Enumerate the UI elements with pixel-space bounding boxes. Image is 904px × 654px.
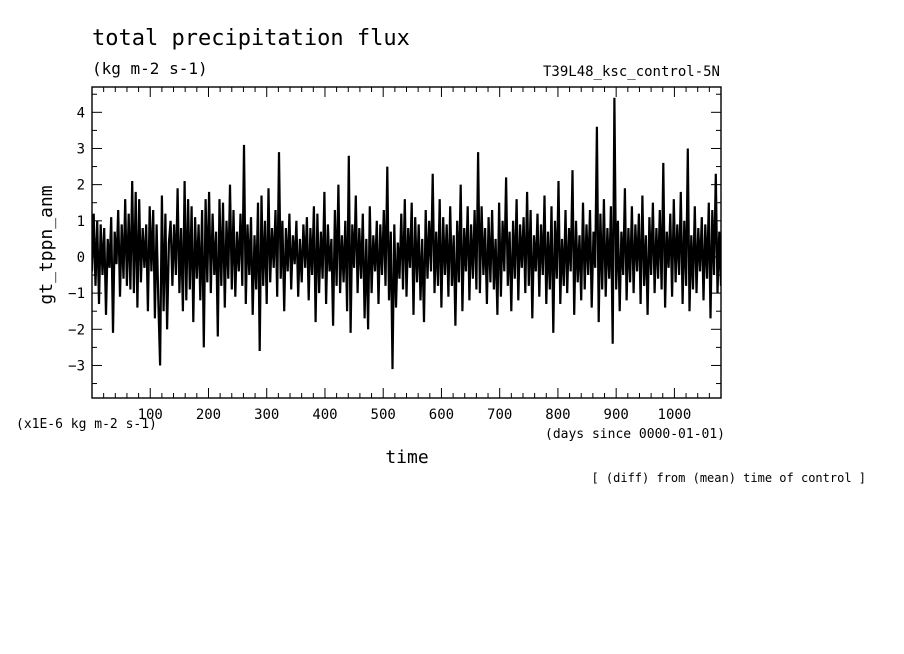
chart-title: total precipitation flux (92, 26, 410, 51)
x-tick-label: 100 (138, 407, 163, 423)
plot-area: 100 200 300 400 500 600 700 800 900 1000 −3 −2 −1 0 1… (68, 86, 722, 423)
experiment-label: T39L48_ksc_control-5N (543, 64, 720, 80)
chart-units: (kg m-2 s-1) (92, 59, 208, 78)
x-tick-label: 300 (254, 407, 279, 423)
x-tick-label: 800 (545, 407, 570, 423)
x-tick-label: 700 (487, 407, 512, 423)
x-axis-label: time (385, 447, 428, 468)
x-tick-label: 1000 (658, 407, 692, 423)
y-axis: −3 −2 −1 0 1 2 3 4 (68, 93, 721, 385)
y-scale-note: (x1E-6 kg m-2 s-1) (16, 417, 157, 432)
footnote: [ (diff) from (mean) time of control ] (591, 471, 866, 485)
y-axis-label: gt_tppn_anm (36, 185, 57, 304)
y-tick-label: 4 (77, 105, 85, 121)
x-tick-label: 200 (196, 407, 221, 423)
y-tick-label: 0 (77, 250, 85, 266)
y-tick-label: −3 (68, 358, 85, 374)
y-tick-label: 2 (77, 178, 85, 194)
x-tick-label: 600 (429, 407, 454, 423)
x-units-note: (days since 0000-01-01) (545, 427, 725, 442)
y-tick-label: 3 (77, 141, 85, 157)
x-tick-label: 900 (604, 407, 629, 423)
x-axis: 100 200 300 400 500 600 700 800 900 1000 (103, 87, 710, 423)
x-tick-label: 500 (371, 407, 396, 423)
series-line (92, 97, 721, 370)
y-tick-label: −1 (68, 286, 85, 302)
y-tick-label: 1 (77, 214, 85, 230)
x-tick-label: 400 (312, 407, 337, 423)
y-tick-label: −2 (68, 322, 85, 338)
